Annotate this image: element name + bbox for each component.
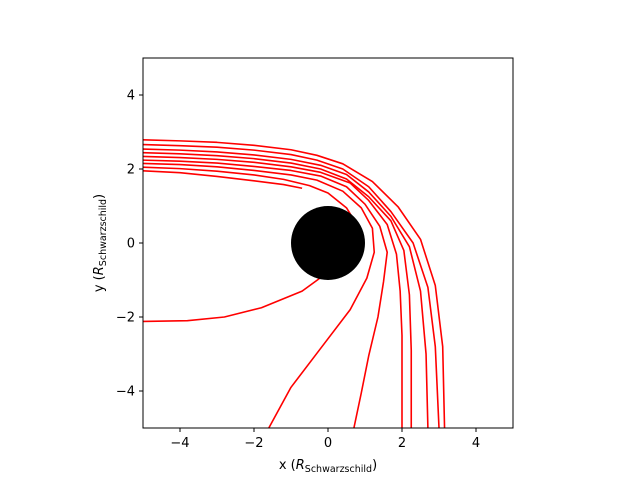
light-ray-1 <box>143 170 303 190</box>
y-tick-label: 2 <box>127 163 135 178</box>
x-tick-label: 2 <box>398 436 406 451</box>
light-ray-2 <box>143 166 363 323</box>
light-ray-8 <box>143 143 440 428</box>
y-tick-label: 0 <box>127 237 135 252</box>
y-tick-label: −4 <box>116 385 135 400</box>
x-tick-label: 4 <box>472 436 480 451</box>
light-ray-5 <box>143 155 403 428</box>
light-ray-9 <box>143 138 446 428</box>
x-tick-label: −4 <box>170 436 189 451</box>
y-tick-label: −2 <box>116 311 135 326</box>
y-axis-label: y (RSchwarzschild) <box>92 194 109 292</box>
data-layer <box>143 138 446 428</box>
light-ray-6 <box>143 151 413 428</box>
y-tick-label: 4 <box>127 89 135 104</box>
light-ray-3 <box>143 162 376 428</box>
ticks-layer: −4 −2 0 2 4 −4 −2 0 2 4 <box>116 89 480 452</box>
black-hole <box>291 206 365 280</box>
x-tick-label: 0 <box>324 436 332 451</box>
x-tick-label: −2 <box>244 436 263 451</box>
light-ray-7 <box>143 148 429 428</box>
x-axis-label: x (RSchwarzschild) <box>279 458 377 475</box>
light-ray-4 <box>143 159 389 428</box>
